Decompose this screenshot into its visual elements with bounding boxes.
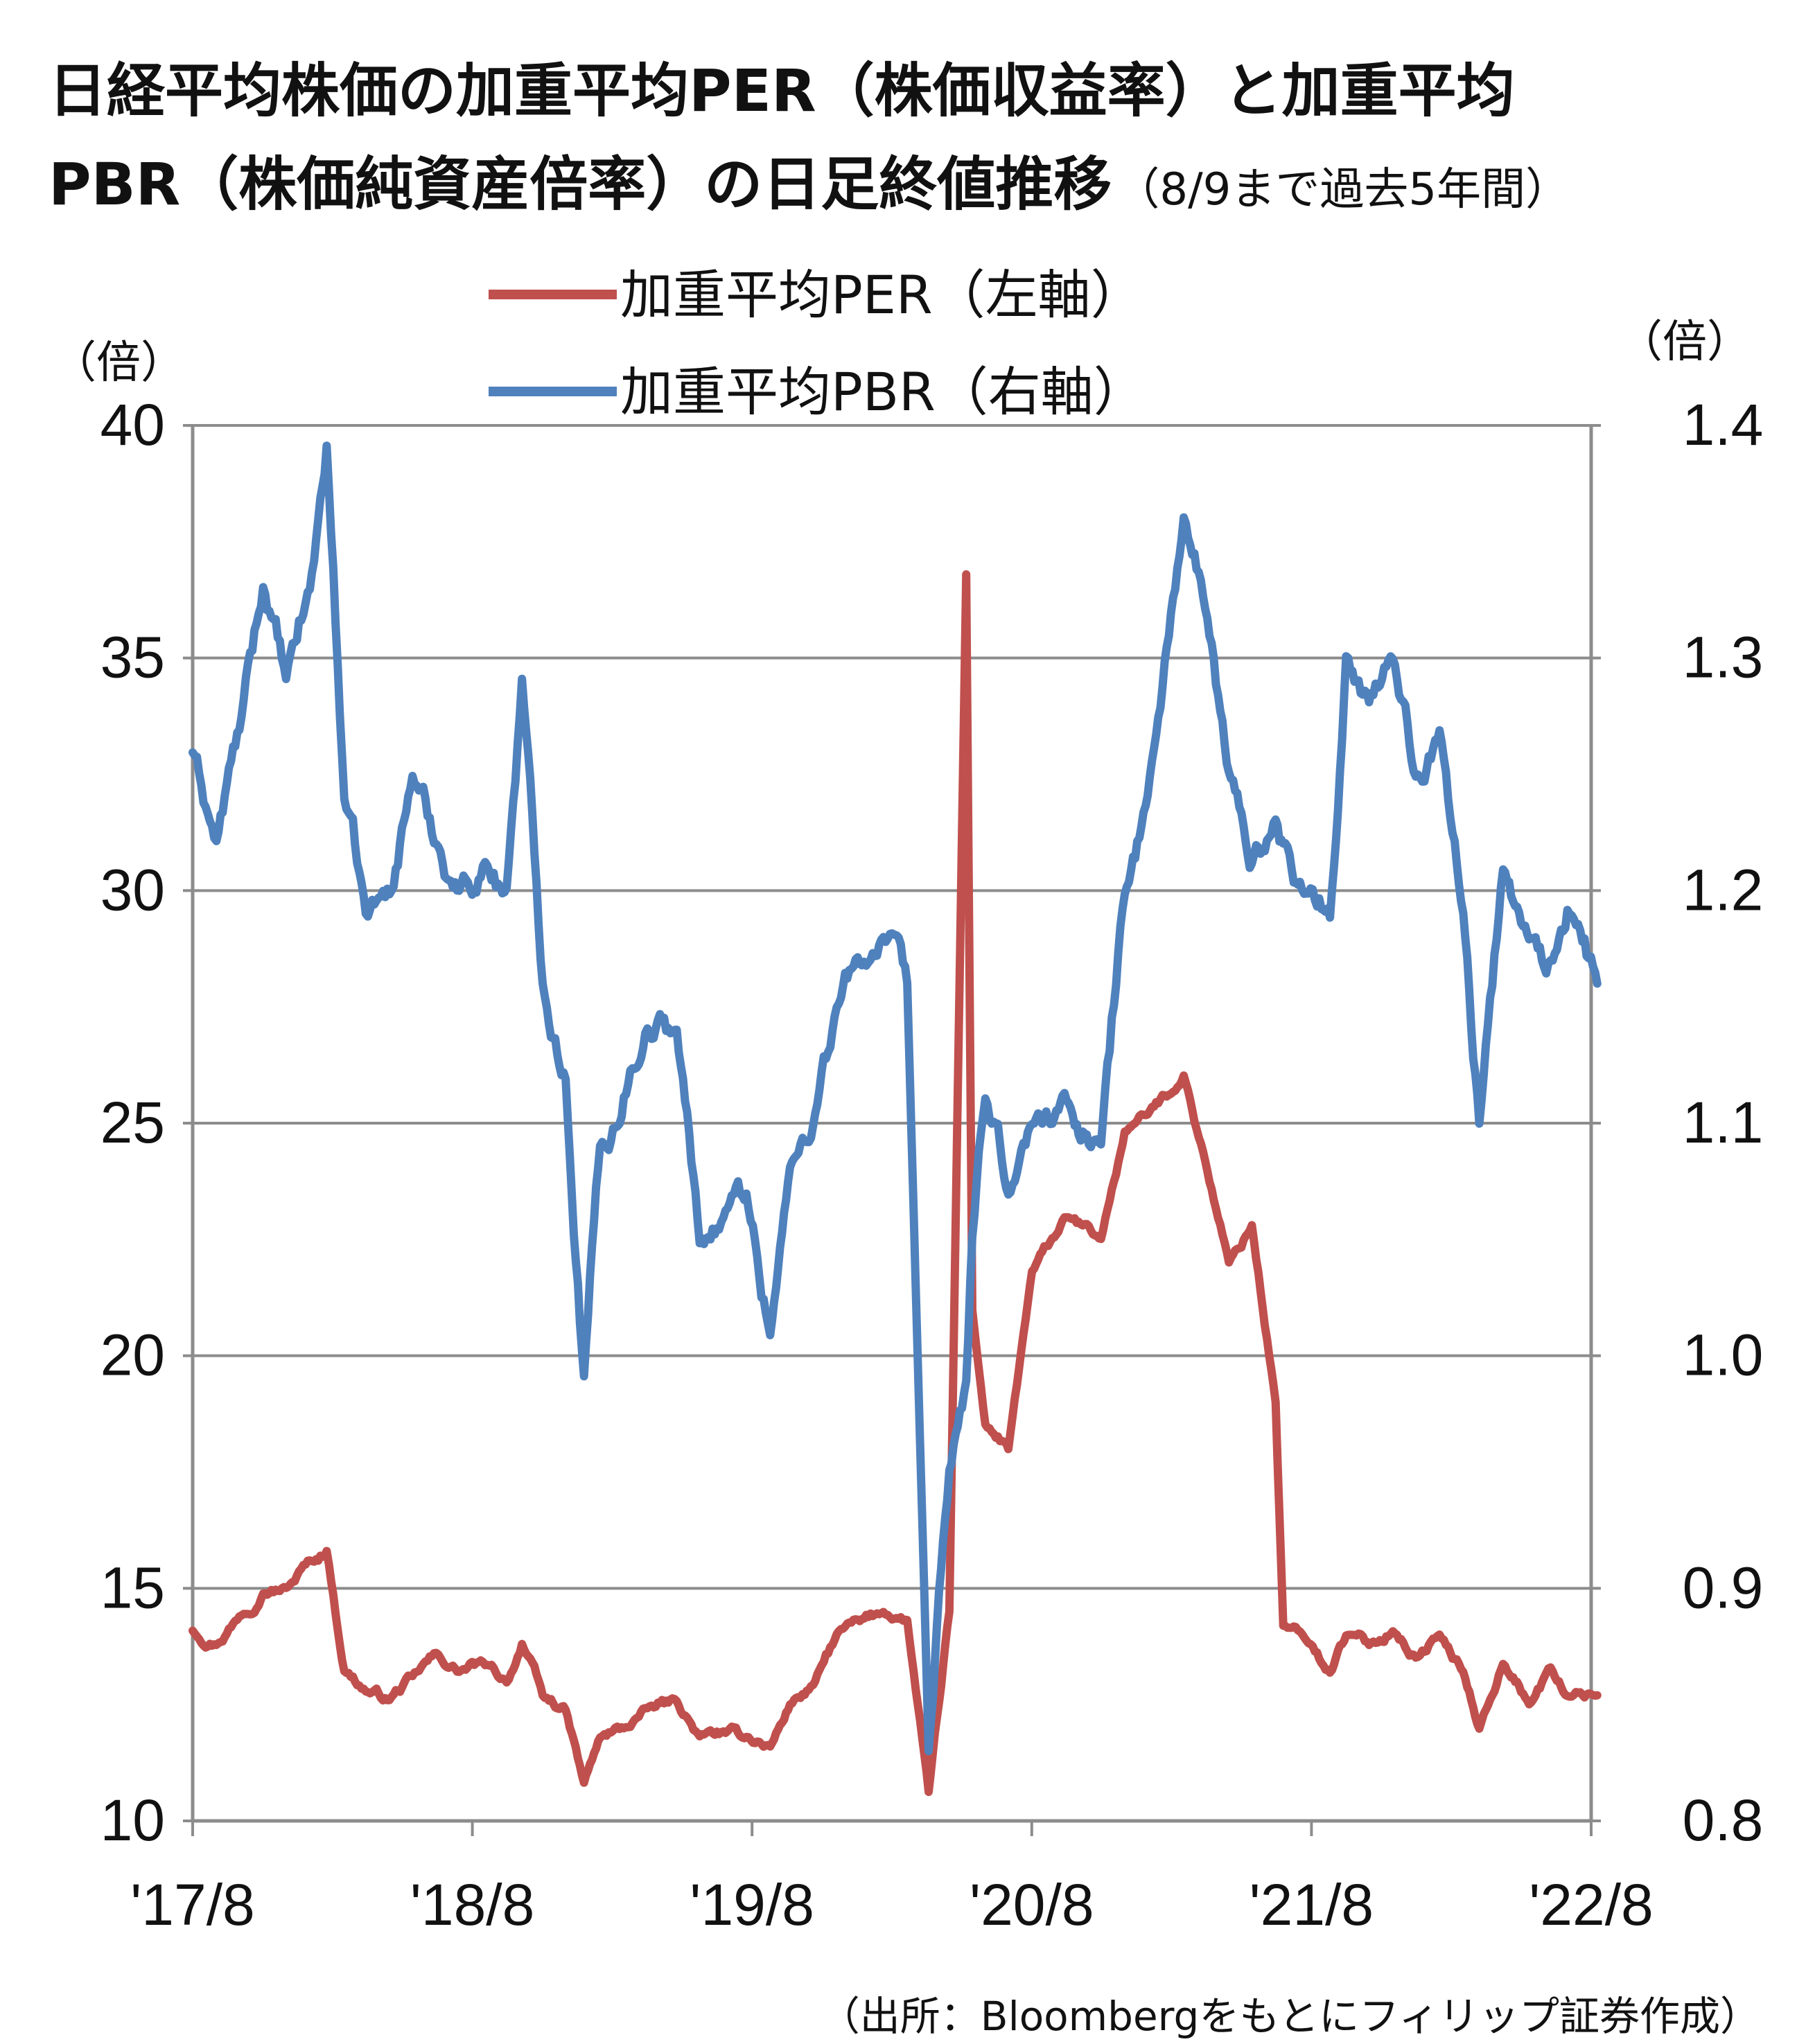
x-tick-label: '17/8 (130, 1872, 255, 1937)
series-line-per (189, 570, 1602, 1797)
left-tick-label: 10 (100, 1788, 165, 1853)
tick-labels: 10 15 20 25 30 35 40 0.8 0.9 1.0 1.1 1.2 1.3 1.4 '17/8… (100, 392, 1764, 1937)
legend: 加重平均PER（左軸） 加重平均PBR（右軸） (489, 264, 1146, 423)
right-tick-label: 1.4 (1683, 392, 1764, 457)
source-note: （出所：Bloombergをもとにフィリップ証券作成） (820, 1993, 1760, 2040)
chart-title-line2-main: PBR（株価純資産倍率）の日足終値推移 (49, 150, 1112, 218)
x-tick-label: '22/8 (1529, 1872, 1654, 1937)
gridlines (193, 424, 1591, 1590)
x-tick-label: '20/8 (970, 1872, 1094, 1937)
left-axis-unit: （倍） (52, 337, 185, 389)
x-tick-label: '21/8 (1250, 1872, 1374, 1937)
left-tick-label: 40 (100, 392, 165, 457)
legend-label-per: 加重平均PER（左軸） (620, 264, 1143, 326)
right-tick-label: 0.8 (1683, 1788, 1764, 1853)
legend-label-pbr: 加重平均PBR（右軸） (620, 361, 1146, 423)
axes (183, 424, 1601, 1836)
chart-title-line1: 日経平均株価の加重平均PER（株価収益率）と加重平均 (49, 57, 1515, 125)
chart-title-line2: PBR（株価純資産倍率）の日足終値推移 （8/9まで過去5年間） (49, 150, 1570, 218)
left-tick-label: 25 (100, 1090, 165, 1155)
series-line-pbr (189, 441, 1602, 1756)
x-tick-label: '19/8 (690, 1872, 814, 1937)
series-lines (189, 441, 1602, 1797)
left-tick-label: 35 (100, 625, 165, 690)
right-tick-label: 0.9 (1683, 1555, 1764, 1620)
chart-title-line2-note: （8/9まで過去5年間） (1115, 164, 1570, 215)
left-tick-label: 20 (100, 1323, 165, 1388)
left-tick-label: 15 (100, 1555, 165, 1620)
left-tick-label: 30 (100, 857, 165, 922)
right-tick-label: 1.0 (1683, 1323, 1764, 1388)
x-tick-label: '18/8 (410, 1872, 535, 1937)
right-axis-unit: （倍） (1618, 317, 1751, 368)
right-tick-label: 1.3 (1683, 625, 1764, 690)
right-tick-label: 1.1 (1683, 1090, 1764, 1155)
right-tick-label: 1.2 (1683, 857, 1764, 922)
